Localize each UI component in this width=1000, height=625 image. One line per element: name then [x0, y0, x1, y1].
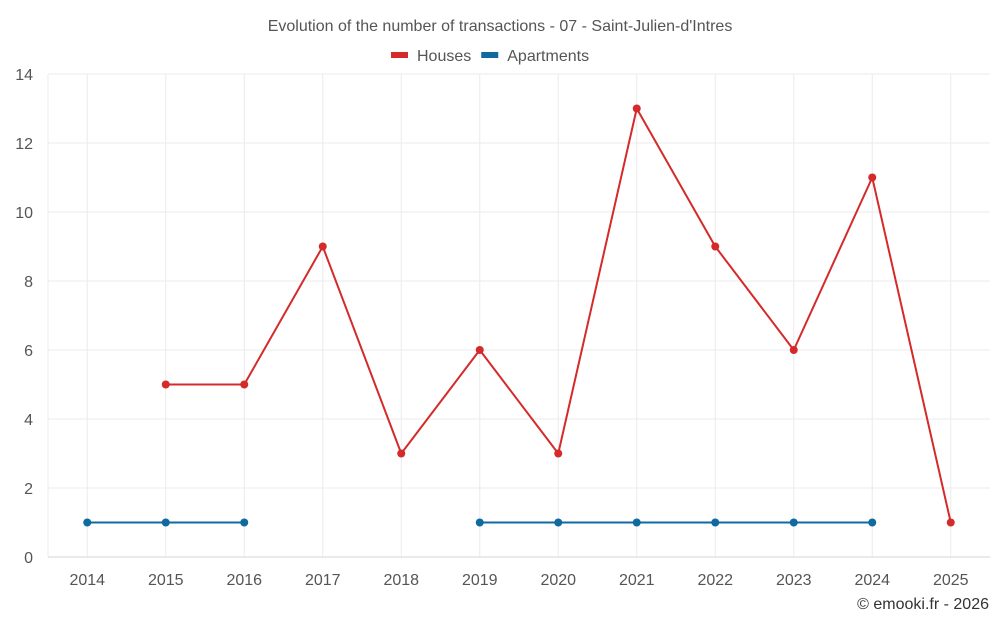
y-tick-label: 2	[24, 481, 33, 498]
series-apartments	[83, 518, 877, 527]
data-point[interactable]	[161, 518, 170, 527]
series-layer	[83, 104, 955, 527]
data-point[interactable]	[632, 518, 641, 527]
data-point[interactable]	[318, 242, 327, 251]
data-point[interactable]	[83, 518, 92, 527]
data-point[interactable]	[240, 380, 249, 389]
y-tick-label: 4	[24, 412, 33, 429]
y-axis: 0 2 4 6 8 10 12 14	[15, 67, 33, 567]
legend[interactable]: Houses Apartments	[391, 48, 589, 65]
y-tick-label: 12	[15, 136, 33, 153]
data-point[interactable]	[475, 346, 484, 354]
x-tick-label: 2014	[69, 572, 105, 589]
data-point[interactable]	[711, 242, 720, 251]
data-point[interactable]	[397, 449, 406, 458]
data-point[interactable]	[554, 449, 563, 458]
x-axis: 2014 2015 2016 2017 2018 2019 2020 2021 2022 2023…	[69, 572, 968, 589]
legend-label: Houses	[417, 48, 471, 65]
data-point[interactable]	[475, 518, 484, 527]
data-point[interactable]	[632, 104, 641, 113]
x-tick-label: 2019	[462, 572, 498, 589]
y-tick-label: 6	[24, 343, 33, 360]
data-point[interactable]	[868, 173, 877, 182]
data-point[interactable]	[789, 346, 798, 354]
x-tick-label: 2023	[776, 572, 812, 589]
y-tick-label: 10	[15, 205, 33, 222]
y-tick-label: 0	[24, 550, 33, 567]
legend-swatch	[391, 52, 408, 58]
data-point[interactable]	[868, 518, 877, 527]
credit-text: © emooki.fr - 2026	[857, 596, 989, 613]
legend-item-apartments[interactable]: Apartments	[481, 48, 589, 65]
x-tick-label: 2022	[697, 572, 733, 589]
x-tick-label: 2020	[540, 572, 576, 589]
data-point[interactable]	[789, 518, 798, 527]
y-tick-label: 14	[15, 67, 33, 84]
x-tick-label: 2024	[854, 572, 890, 589]
x-tick-label: 2021	[619, 572, 655, 589]
x-tick-label: 2025	[933, 572, 969, 589]
x-tick-label: 2017	[305, 572, 341, 589]
x-tick-label: 2016	[226, 572, 262, 589]
chart-title: Evolution of the number of transactions …	[268, 18, 733, 35]
legend-swatch	[481, 52, 499, 58]
y-tick-label: 8	[24, 274, 33, 291]
grid	[47, 73, 990, 558]
data-point[interactable]	[711, 518, 720, 527]
data-point[interactable]	[240, 518, 249, 527]
legend-item-houses[interactable]: Houses	[391, 48, 471, 65]
data-point[interactable]	[946, 518, 955, 527]
data-point[interactable]	[554, 518, 563, 527]
x-tick-label: 2018	[383, 572, 419, 589]
data-point[interactable]	[161, 380, 170, 389]
x-tick-label: 2015	[148, 572, 184, 589]
legend-label: Apartments	[507, 48, 589, 65]
series-houses	[161, 104, 955, 527]
